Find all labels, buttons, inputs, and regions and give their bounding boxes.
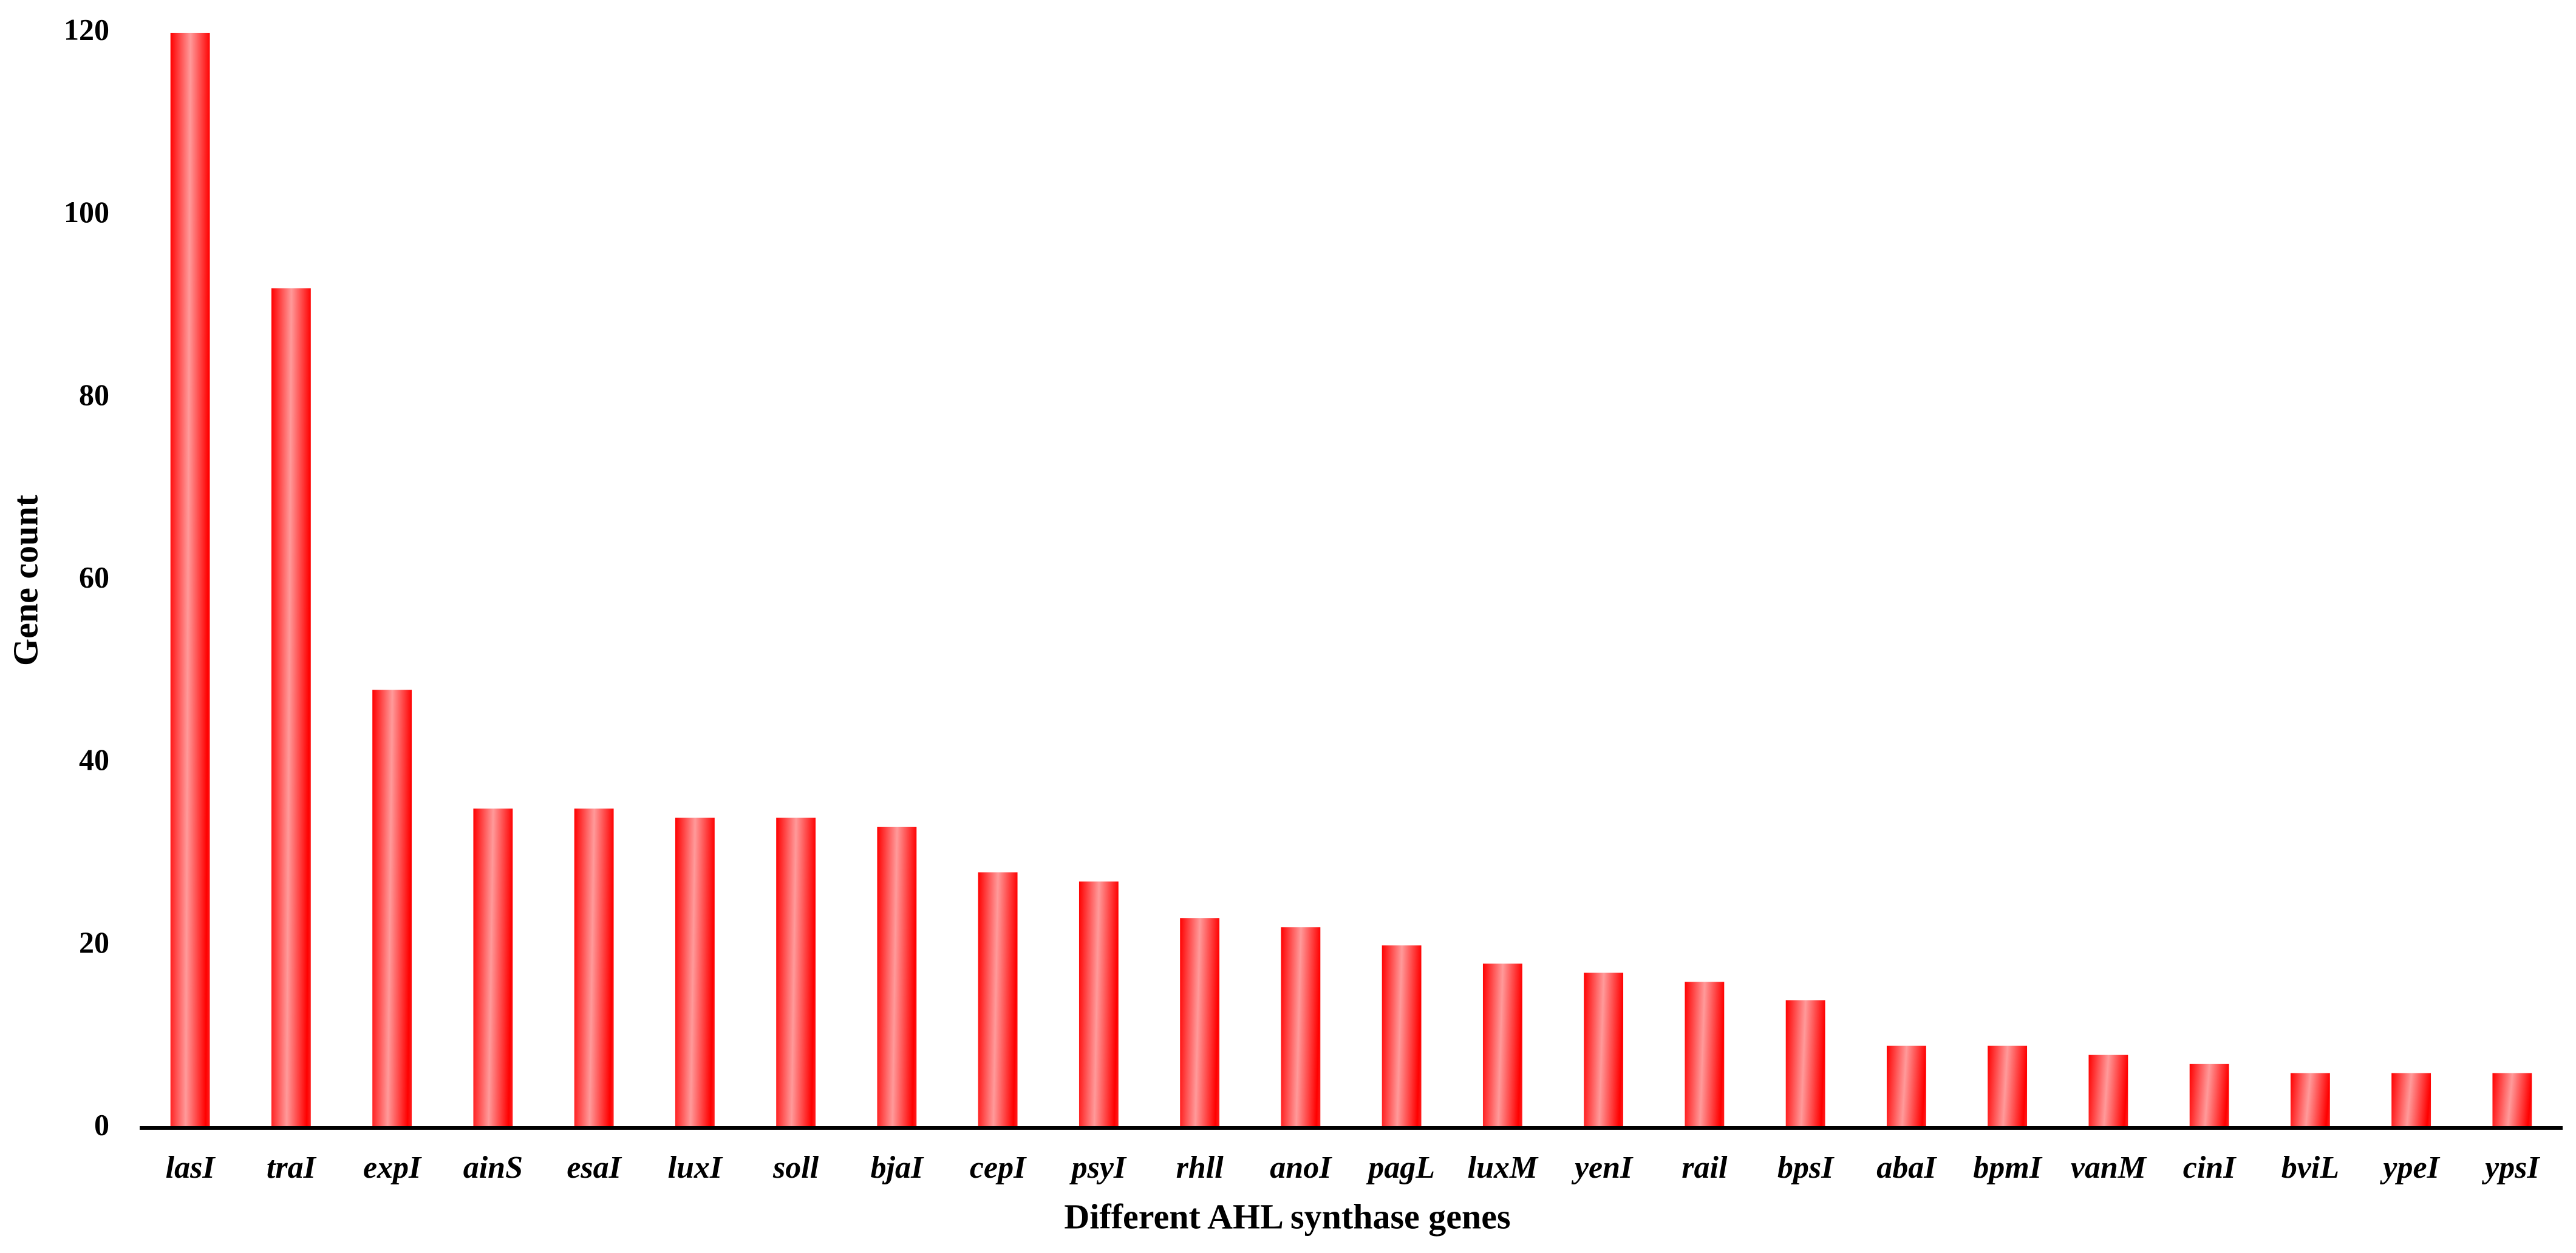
x-tick-label: lasI <box>166 1150 216 1185</box>
y-tick-label: 0 <box>94 1107 109 1141</box>
x-tick-label: cepI <box>970 1150 1027 1185</box>
x-tick-label: cinI <box>2183 1150 2237 1185</box>
x-tick-label: soll <box>772 1150 819 1185</box>
x-axis-title: Different AHL synthase genes <box>1064 1197 1510 1236</box>
y-tick-label: 100 <box>64 195 109 229</box>
bar <box>1382 945 1422 1128</box>
x-tick-label: anoI <box>1270 1150 1332 1185</box>
bar <box>877 826 917 1128</box>
x-tick-label: abaI <box>1876 1150 1937 1185</box>
x-tick-label: traI <box>267 1150 317 1185</box>
x-tick-label: luxI <box>668 1150 723 1185</box>
x-tick-label: bviL <box>2281 1150 2339 1185</box>
y-tick-label: 60 <box>79 560 109 594</box>
x-tick-label: bpmI <box>1973 1150 2042 1185</box>
bar <box>1584 973 1624 1128</box>
x-tick-label: ainS <box>463 1150 523 1185</box>
x-tick-label: yenI <box>1571 1150 1634 1185</box>
x-tick-label: esaI <box>567 1150 622 1185</box>
bar <box>2189 1064 2229 1128</box>
bar <box>372 690 412 1128</box>
x-tick-label: luxM <box>1468 1150 1539 1185</box>
x-tick-label: vanM <box>2071 1150 2147 1185</box>
bar <box>978 872 1018 1128</box>
x-tick-label: ypsI <box>2481 1150 2540 1185</box>
x-tick-label: rhll <box>1176 1150 1224 1185</box>
x-tick-label: pagL <box>1366 1150 1435 1185</box>
bar <box>1988 1045 2028 1128</box>
bar <box>170 33 210 1128</box>
bar <box>1785 1000 1825 1128</box>
bar <box>2290 1073 2330 1128</box>
x-tick-label: rail <box>1682 1150 1728 1185</box>
bar <box>271 288 311 1128</box>
bar <box>1180 918 1220 1128</box>
bar <box>1281 927 1321 1128</box>
y-axis-title: Gene count <box>5 494 45 666</box>
bar <box>2391 1073 2431 1128</box>
bar <box>1482 963 1522 1128</box>
x-tick-label: ypeI <box>2379 1150 2440 1185</box>
bar <box>675 817 715 1128</box>
bar <box>776 817 816 1128</box>
bar <box>2492 1073 2532 1128</box>
bar <box>1685 982 1725 1128</box>
y-tick-label: 120 <box>64 12 109 46</box>
y-tick-label: 80 <box>79 378 109 412</box>
y-tick-label: 20 <box>79 925 109 959</box>
x-tick-label: psyI <box>1069 1150 1127 1185</box>
bar <box>473 808 513 1128</box>
x-tick-label: bjaI <box>871 1150 924 1185</box>
x-tick-label: bpsI <box>1777 1150 1835 1185</box>
bar <box>1886 1045 1926 1128</box>
bar <box>2088 1054 2128 1128</box>
bar <box>1078 881 1119 1128</box>
x-tick-label: expI <box>363 1150 422 1185</box>
bar <box>574 808 614 1128</box>
y-tick-label: 40 <box>79 742 109 776</box>
